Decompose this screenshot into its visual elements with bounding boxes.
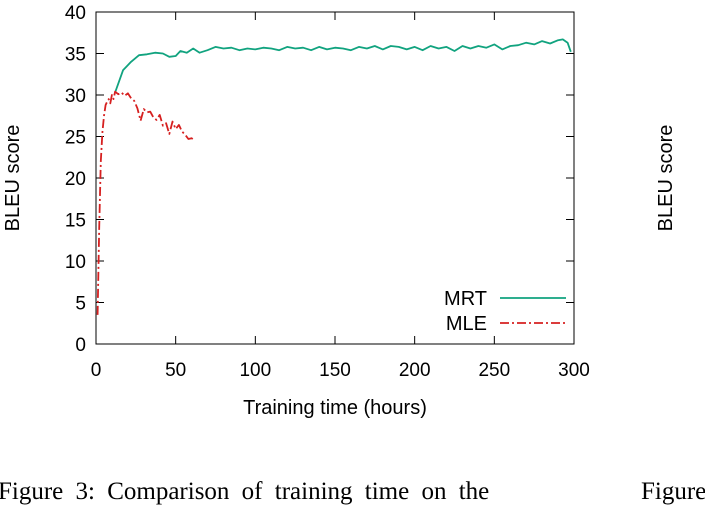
x-axis-title: Training time (hours) [243, 397, 427, 419]
x-tick-label: 300 [558, 360, 590, 381]
figure-caption-next: Figure 4: [641, 478, 705, 505]
y-tick-label: 0 [75, 335, 86, 356]
y-tick-label: 30 [65, 86, 86, 107]
y-tick-label: 15 [65, 211, 86, 232]
right-panel-y-axis-title: BLEU score [655, 125, 677, 232]
x-tick-label: 150 [319, 360, 351, 381]
y-tick-label: 40 [65, 3, 86, 24]
legend: MRT MLE [444, 288, 566, 335]
y-tick-label: 25 [65, 128, 86, 149]
y-tick-label: 10 [65, 252, 86, 273]
x-tick-label: 50 [165, 360, 186, 381]
x-tick-label: 250 [478, 360, 510, 381]
legend-label-mrt: MRT [444, 288, 487, 310]
x-tick-label: 100 [239, 360, 271, 381]
training-time-chart: 0 5 10 15 20 25 30 35 40 0 50 100 150 200 250 300 BLEU … [2, 3, 677, 419]
x-tick-label: 200 [399, 360, 431, 381]
x-tick-label: 0 [91, 360, 102, 381]
y-tick-label: 35 [65, 45, 86, 66]
figure-caption: Figure 3: Comparison of training time on… [0, 478, 490, 505]
plot-frame [95, 11, 575, 345]
y-tick-label: 20 [65, 169, 86, 190]
y-axis-title: BLEU score [2, 125, 24, 232]
series-line-mle [96, 90, 196, 315]
y-tick-label: 5 [75, 294, 86, 315]
legend-label-mle: MLE [446, 313, 487, 335]
series-line-mrt [114, 38, 572, 93]
